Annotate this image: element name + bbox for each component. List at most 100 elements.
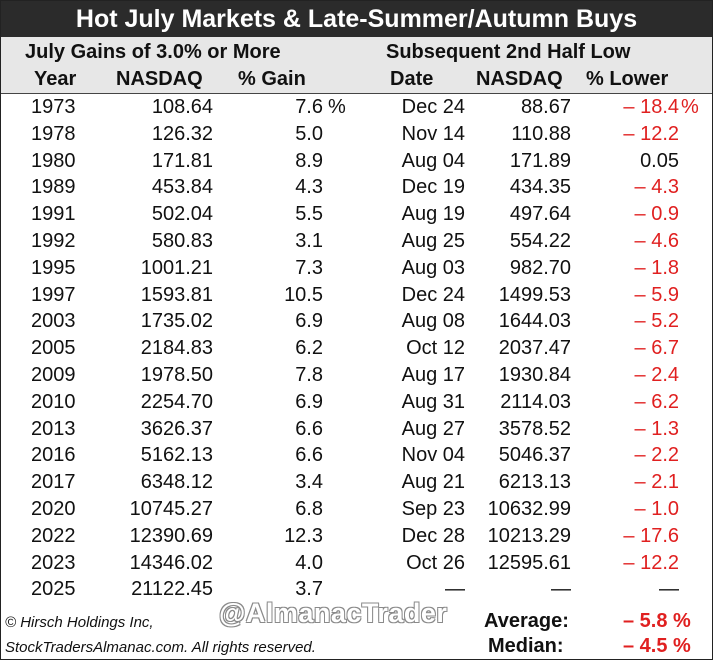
cell-lower: – 17.6 (623, 524, 679, 547)
cell-lower: — (659, 578, 679, 601)
cell-date: Aug 04 (401, 149, 465, 172)
cell-gain: 4.3 (295, 176, 323, 199)
cell-year: 1973 (31, 96, 76, 118)
table-title: Hot July Markets & Late-Summer/Autumn Bu… (1, 1, 712, 37)
cell-date: Nov 04 (401, 444, 465, 467)
average-label: Average: (484, 610, 569, 632)
left-group-header: July Gains of 3.0% or More (25, 41, 281, 63)
cell-nasdaq: 502.04 (151, 203, 213, 226)
cell-date: Aug 27 (401, 417, 465, 440)
right-group-header: Subsequent 2nd Half Low (386, 41, 631, 63)
cell-gain: 5.0 (295, 122, 323, 145)
table-header: July Gains of 3.0% or More Subsequent 2n… (1, 37, 712, 94)
table-row: 1991 502.04 5.5 Aug 19 497.64 – 0.9 (1, 201, 712, 228)
cell-date: Aug 19 (401, 203, 465, 226)
cell-date: Aug 31 (401, 390, 465, 413)
cell-date: Dec 28 (401, 524, 465, 547)
table-row: 1978 126.32 5.0 Nov 14 110.88 – 12.2 (1, 121, 712, 148)
cell-date: Aug 21 (401, 471, 465, 494)
copyright-text: © Hirsch Holdings Inc, (5, 614, 154, 631)
cell-nasdaq: 1001.21 (140, 256, 213, 279)
cell-gain: 5.5 (295, 203, 323, 226)
col-nasdaq2-header: NASDAQ (476, 68, 563, 90)
cell-nasdaq: 2254.70 (140, 390, 213, 413)
cell-low: 6213.13 (498, 471, 571, 494)
cell-nasdaq: 1735.02 (140, 310, 213, 333)
table-row: 2017 6348.12 3.4 Aug 21 6213.13 – 2.1 (1, 469, 712, 496)
cell-date: Oct 26 (406, 551, 465, 574)
cell-gain: 6.8 (295, 497, 323, 520)
cell-gain: 6.9 (295, 310, 323, 333)
cell-lower: – 4.3 (634, 176, 679, 199)
cell-date: Dec 24 (401, 283, 465, 306)
cell-year: 1997 (31, 283, 76, 306)
cell-gain: 4.0 (295, 551, 323, 574)
cell-year: 2023 (31, 551, 76, 574)
watermark-logo: @AlmanacTrader (219, 598, 448, 628)
median-value: – 4.5 % (623, 635, 691, 657)
cell-lower: – 2.4 (634, 363, 679, 386)
table-row: 2005 2184.83 6.2 Oct 12 2037.47 – 6.7 (1, 335, 712, 362)
table-row: 2003 1735.02 6.9 Aug 08 1644.03 – 5.2 (1, 308, 712, 335)
cell-nasdaq: 1593.81 (140, 283, 213, 306)
cell-lower: – 5.9 (634, 283, 679, 306)
col-year-header: Year (34, 68, 77, 90)
cell-low: 12595.61 (487, 551, 571, 574)
cell-nasdaq: 580.83 (151, 229, 213, 252)
cell-gain: 3.4 (295, 471, 323, 494)
table-row: 1980 171.81 8.9 Aug 04 171.89 0.05 (1, 148, 712, 175)
table-row: 2009 1978.50 7.8 Aug 17 1930.84 – 2.4 (1, 362, 712, 389)
table-row: 2020 10745.27 6.8 Sep 23 10632.99 – 1.0 (1, 496, 712, 523)
cell-nasdaq: 10745.27 (129, 497, 213, 520)
table-row: 2013 3626.37 6.6 Aug 27 3578.52 – 1.3 (1, 416, 712, 443)
cell-lower: – 6.2 (634, 390, 679, 413)
cell-lower: – 12.2 (623, 122, 679, 145)
cell-low: 554.22 (509, 229, 571, 252)
cell-nasdaq: 5162.13 (140, 444, 213, 467)
cell-date: Aug 25 (401, 229, 465, 252)
cell-year: 1992 (31, 229, 76, 252)
table-row: 1995 1001.21 7.3 Aug 03 982.70 – 1.8 (1, 255, 712, 282)
cell-year: 2020 (31, 497, 76, 520)
cell-date: Sep 23 (401, 497, 465, 520)
cell-nasdaq: 12390.69 (129, 524, 213, 547)
cell-gain: 3.7 (295, 578, 323, 601)
cell-gain: 10.5 (284, 283, 323, 306)
cell-gain: 7.8 (295, 363, 323, 386)
cell-low: 434.35 (509, 176, 571, 199)
cell-nasdaq: 126.32 (151, 122, 213, 145)
table-body: 1973 108.64 7.6% Dec 24 88.67 – 18.4% 1978 126.… (1, 94, 712, 603)
cell-nasdaq: 6348.12 (140, 471, 213, 494)
cell-date: Oct 12 (406, 337, 465, 360)
table-row: 2025 21122.45 3.7 — — — (1, 576, 712, 603)
cell-year: 2010 (31, 390, 76, 413)
cell-low: 5046.37 (498, 444, 571, 467)
rights-text: StockTradersAlmanac.com. All rights rese… (5, 639, 316, 656)
cell-low: — (551, 578, 571, 601)
cell-year: 2009 (31, 363, 76, 386)
cell-nasdaq: 453.84 (151, 176, 213, 199)
cell-year: 1995 (31, 256, 76, 279)
cell-low: 1499.53 (498, 283, 571, 306)
cell-date: Dec 24 (401, 96, 465, 118)
cell-low: 10632.99 (487, 497, 571, 520)
cell-year: 1978 (31, 122, 76, 145)
cell-date: Dec 19 (401, 176, 465, 199)
cell-year: 2005 (31, 337, 76, 360)
cell-gain: 7.6 (295, 96, 323, 118)
cell-gain-pct: % (328, 96, 346, 118)
cell-gain: 7.3 (295, 256, 323, 279)
cell-lower: – 12.2 (623, 551, 679, 574)
table-row: 1973 108.64 7.6% Dec 24 88.67 – 18.4% (1, 94, 712, 121)
table-row: 1989 453.84 4.3 Dec 19 434.35 – 4.3 (1, 174, 712, 201)
cell-gain: 3.1 (295, 229, 323, 252)
cell-year: 2003 (31, 310, 76, 333)
cell-low: 10213.29 (487, 524, 571, 547)
table-row: 1992 580.83 3.1 Aug 25 554.22 – 4.6 (1, 228, 712, 255)
cell-nasdaq: 3626.37 (140, 417, 213, 440)
cell-lower: – 2.2 (634, 444, 679, 467)
table-row: 2016 5162.13 6.6 Nov 04 5046.37 – 2.2 (1, 442, 712, 469)
cell-gain: 6.2 (295, 337, 323, 360)
cell-low: 497.64 (509, 203, 571, 226)
cell-low: 982.70 (509, 256, 571, 279)
